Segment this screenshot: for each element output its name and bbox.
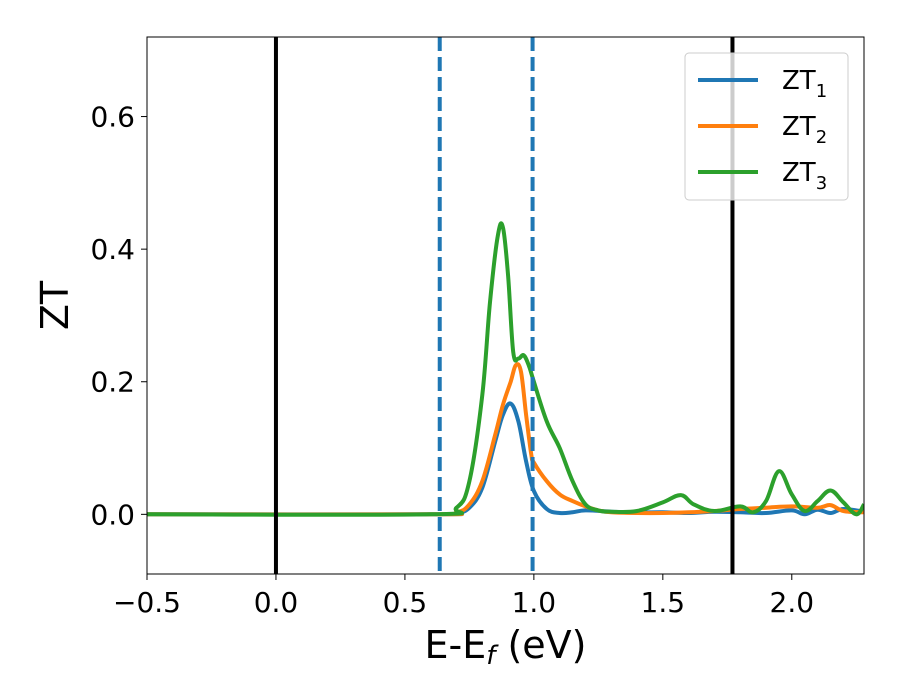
series-line-zt1 [147,401,864,517]
plot-area [147,37,864,574]
x-tick-label: −0.5 [113,586,181,619]
y-axis-label: ZT [33,280,77,330]
x-tick-label: 1.0 [512,586,557,619]
x-tick-label: 0.0 [254,586,299,619]
y-tick-label: 0.2 [90,366,135,399]
series-line-zt3 [147,221,864,517]
legend-box [684,52,849,201]
series-line-zt2 [147,362,864,517]
legend-label-zt2: ZT2 [782,112,827,148]
legend-label-zt1: ZT1 [782,66,827,102]
x-axis-label: E-Ef (eV) [425,623,587,671]
axis-ticks: −0.5 0.0 0.5 1.0 1.5 2.0 0.0 0.2 0.4 0.6 [90,101,814,619]
x-tick-label: 2.0 [770,586,815,619]
x-tick-label: 0.5 [383,586,428,619]
y-tick-label: 0.0 [90,498,135,531]
legend: ZT1 ZT2 ZT3 [684,52,849,201]
y-tick-label: 0.4 [90,233,135,266]
y-tick-label: 0.6 [90,101,135,134]
x-tick-label: 1.5 [641,586,686,619]
legend-label-zt3: ZT3 [782,158,827,194]
axes-frame [146,36,865,575]
